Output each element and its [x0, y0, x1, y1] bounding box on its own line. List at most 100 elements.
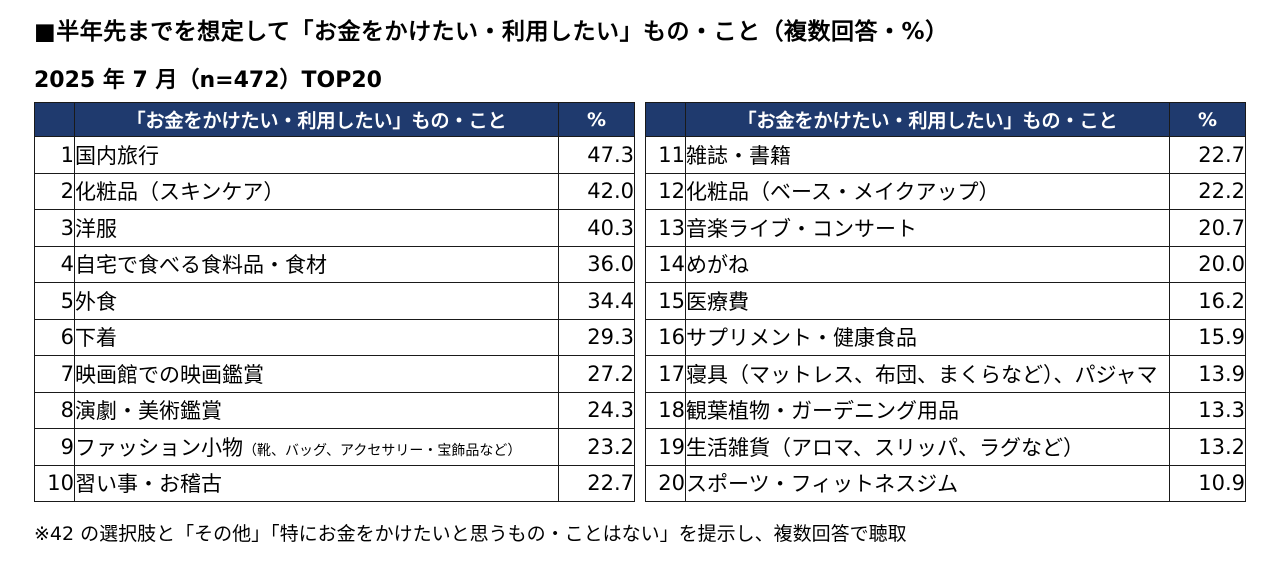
- item-label: 習い事・お稽古: [75, 472, 223, 497]
- item-cell: 習い事・お稽古: [74, 464, 559, 502]
- rank-cell: 19: [645, 428, 686, 466]
- value-header-cell: %: [558, 102, 635, 137]
- table-header-row: 「お金をかけたい・利用したい」もの・こと %: [34, 102, 635, 137]
- table-row: 4 自宅で食べる食料品・食材 36.0: [34, 245, 635, 283]
- rank-cell: 18: [645, 391, 686, 429]
- table-row: 18 観葉植物・ガーデニング用品 13.3: [645, 391, 1246, 429]
- item-label: 自宅で食べる食料品・食材: [75, 253, 328, 278]
- item-cell: めがね: [685, 245, 1170, 283]
- item-cell: 演劇・美術鑑賞: [74, 391, 559, 429]
- item-cell: 外食: [74, 282, 559, 320]
- value-cell: 13.9: [1169, 355, 1246, 393]
- value-cell: 22.7: [558, 464, 635, 502]
- value-cell: 13.3: [1169, 391, 1246, 429]
- rank-cell: 4: [34, 245, 75, 283]
- item-cell: 寝具（マットレス、布団、まくらなど）、パジャマ: [685, 355, 1170, 393]
- page-subtitle: 2025 年 7 月（n=472）TOP20: [34, 68, 382, 93]
- value-cell: 16.2: [1169, 282, 1246, 320]
- rank-cell: 8: [34, 391, 75, 429]
- item-label: スポーツ・フィットネスジム: [686, 472, 959, 497]
- value-cell: 36.0: [558, 245, 635, 283]
- item-label: 下着: [75, 326, 118, 351]
- table-row: 2 化粧品（スキンケア） 42.0: [34, 172, 635, 210]
- value-cell: 24.3: [558, 391, 635, 429]
- table-row: 19 生活雑貨（アロマ、スリッパ、ラグなど） 13.2: [645, 428, 1246, 466]
- value-cell: 22.2: [1169, 172, 1246, 210]
- item-label: 観葉植物・ガーデニング用品: [686, 399, 960, 424]
- value-cell: 40.3: [558, 209, 635, 247]
- item-cell: スポーツ・フィットネスジム: [685, 464, 1170, 502]
- item-label: 寝具（マットレス、布団、まくらなど）、パジャマ: [686, 362, 1158, 387]
- rank-cell: 16: [645, 318, 686, 356]
- rank-cell: 14: [645, 245, 686, 283]
- table-row: 5 外食 34.4: [34, 282, 635, 320]
- item-label: めがね: [686, 253, 750, 278]
- rank-cell: 15: [645, 282, 686, 320]
- rank-cell: 11: [645, 136, 686, 174]
- value-cell: 34.4: [558, 282, 635, 320]
- rank-cell: 10: [34, 464, 75, 502]
- item-label: 演劇・美術鑑賞: [75, 399, 223, 424]
- value-cell: 22.7: [1169, 136, 1246, 174]
- item-label: 医療費: [686, 289, 750, 314]
- item-label: 洋服: [75, 216, 118, 241]
- value-cell: 47.3: [558, 136, 635, 174]
- value-cell: 29.3: [558, 318, 635, 356]
- table-header-row: 「お金をかけたい・利用したい」もの・こと %: [645, 102, 1246, 137]
- item-label: サプリメント・健康食品: [686, 326, 918, 351]
- table-row: 7 映画館での映画鑑賞 27.2: [34, 355, 635, 393]
- item-label: 雑誌・書籍: [686, 143, 792, 168]
- table-row: 8 演劇・美術鑑賞 24.3: [34, 391, 635, 429]
- item-label: 生活雑貨（アロマ、スリッパ、ラグなど）: [686, 435, 1084, 460]
- item-sublabel: （靴、バッグ、アクセサリー・宝飾品など）: [243, 442, 522, 459]
- table-row: 20 スポーツ・フィットネスジム 10.9: [645, 464, 1246, 502]
- rank-cell: 6: [34, 318, 75, 356]
- item-cell: 観葉植物・ガーデニング用品: [685, 391, 1170, 429]
- value-cell: 23.2: [558, 428, 635, 466]
- value-header-cell: %: [1169, 102, 1246, 137]
- footnote: ※42 の選択肢と「その他」「特にお金をかけたいと思うもの・ことはない」を提示し…: [34, 523, 907, 545]
- table-row: 14 めがね 20.0: [645, 245, 1246, 283]
- rank-cell: 13: [645, 209, 686, 247]
- table-row: 3 洋服 40.3: [34, 209, 635, 247]
- rank-cell: 5: [34, 282, 75, 320]
- table-row: 12 化粧品（ベース・メイクアップ） 22.2: [645, 172, 1246, 210]
- value-cell: 10.9: [1169, 464, 1246, 502]
- ranking-table-left: 「お金をかけたい・利用したい」もの・こと % 1 国内旅行 47.3 2 化粧品（スキン…: [34, 102, 635, 502]
- rank-header-cell: [34, 102, 75, 137]
- rank-cell: 7: [34, 355, 75, 393]
- table-row: 9 ファッション小物（靴、バッグ、アクセサリー・宝飾品など） 23.2: [34, 428, 635, 466]
- value-cell: 13.2: [1169, 428, 1246, 466]
- rank-cell: 1: [34, 136, 75, 174]
- value-cell: 27.2: [558, 355, 635, 393]
- item-label: ファッション小物: [75, 435, 244, 460]
- item-label: 国内旅行: [75, 143, 160, 168]
- rank-cell: 20: [645, 464, 686, 502]
- table-row: 1 国内旅行 47.3: [34, 136, 635, 174]
- item-cell: 医療費: [685, 282, 1170, 320]
- item-cell: 国内旅行: [74, 136, 559, 174]
- item-cell: 洋服: [74, 209, 559, 247]
- rank-cell: 2: [34, 172, 75, 210]
- item-cell: 下着: [74, 318, 559, 356]
- table-row: 16 サプリメント・健康食品 15.9: [645, 318, 1246, 356]
- item-label: 化粧品（スキンケア）: [75, 180, 285, 205]
- table-row: 10 習い事・お稽古 22.7: [34, 464, 635, 502]
- rank-cell: 3: [34, 209, 75, 247]
- item-cell: 音楽ライブ・コンサート: [685, 209, 1170, 247]
- item-cell: サプリメント・健康食品: [685, 318, 1170, 356]
- rank-cell: 17: [645, 355, 686, 393]
- item-label: 外食: [75, 289, 118, 314]
- value-cell: 20.0: [1169, 245, 1246, 283]
- item-cell: 映画館での映画鑑賞: [74, 355, 559, 393]
- item-cell: 自宅で食べる食料品・食材: [74, 245, 559, 283]
- ranking-table-right: 「お金をかけたい・利用したい」もの・こと % 11 雑誌・書籍 22.7 12 化粧品（…: [645, 102, 1246, 502]
- item-label: 化粧品（ベース・メイクアップ）: [686, 180, 1000, 205]
- rank-cell: 12: [645, 172, 686, 210]
- page-title: ■半年先までを想定して「お金をかけたい・利用したい」もの・こと（複数回答・%）: [34, 19, 949, 45]
- item-cell: 生活雑貨（アロマ、スリッパ、ラグなど）: [685, 428, 1170, 466]
- table-row: 6 下着 29.3: [34, 318, 635, 356]
- item-label: 映画館での映画鑑賞: [75, 362, 265, 387]
- table-row: 15 医療費 16.2: [645, 282, 1246, 320]
- item-cell: ファッション小物（靴、バッグ、アクセサリー・宝飾品など）: [74, 428, 559, 466]
